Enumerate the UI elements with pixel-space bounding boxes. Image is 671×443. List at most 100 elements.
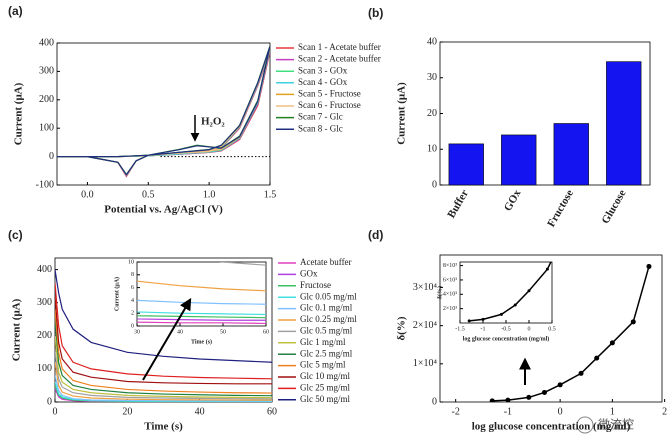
y-tick-label: 0 bbox=[47, 396, 52, 407]
line bbox=[469, 262, 552, 322]
point bbox=[489, 398, 495, 402]
legend-label: Glc 5 mg/ml bbox=[300, 360, 346, 370]
y-axis-label: Current (μA) bbox=[396, 82, 408, 145]
x-tick-label: GOx bbox=[502, 187, 524, 213]
legend-label: Scan 5 - Fructose bbox=[298, 88, 361, 98]
line bbox=[55, 296, 272, 385]
x-tick-label: -0.5 bbox=[501, 326, 511, 332]
y-tick-label: 2×10⁴ bbox=[413, 320, 438, 331]
x-tick-label: -1 bbox=[481, 326, 486, 332]
y-tick-label: 0 bbox=[432, 179, 437, 190]
x-tick-label: 0 bbox=[53, 406, 58, 417]
x-axis-label: Potential vs. Ag/AgCl (V) bbox=[104, 204, 223, 216]
legend-label: Scan 8 - Glc bbox=[298, 123, 343, 133]
panel-label: (a) bbox=[8, 4, 23, 18]
legend-label: Glc 0.05 mg/ml bbox=[300, 291, 357, 301]
x-tick-label: 40 bbox=[177, 329, 183, 335]
series-group bbox=[467, 239, 563, 323]
panel-label: (c) bbox=[8, 228, 23, 242]
y-tick-label: 200 bbox=[37, 330, 52, 341]
y-tick-label: 2 bbox=[131, 311, 134, 317]
point bbox=[557, 382, 563, 388]
panel-label: (b) bbox=[368, 6, 383, 20]
line bbox=[137, 280, 266, 292]
x-tick-label: -1.5 bbox=[455, 326, 465, 332]
bar bbox=[553, 123, 589, 186]
y-tick-label: 100 bbox=[39, 122, 54, 133]
point bbox=[560, 239, 563, 242]
x-tick-label: 0.5 bbox=[142, 189, 155, 200]
y-tick-label: 30 bbox=[427, 72, 437, 83]
legend-label: Glc 2.5 mg/ml bbox=[300, 348, 353, 358]
y-tick-label: 4 bbox=[131, 298, 134, 304]
line bbox=[137, 321, 266, 325]
bar bbox=[606, 61, 642, 186]
y-tick-label: 4×10³ bbox=[443, 292, 457, 298]
line bbox=[137, 318, 266, 321]
trend-arrow bbox=[142, 297, 192, 381]
y-tick-label: 0 bbox=[432, 396, 437, 407]
line bbox=[55, 269, 272, 363]
series-group bbox=[137, 262, 266, 325]
line bbox=[55, 375, 272, 402]
y-tick-label: 6×10³ bbox=[443, 277, 457, 283]
y-tick-label: 6 bbox=[131, 285, 134, 291]
x-axis-label: Time (s) bbox=[144, 421, 183, 433]
watermark-icon bbox=[576, 416, 594, 434]
y-tick-label: 0 bbox=[131, 323, 134, 329]
bar bbox=[448, 143, 484, 186]
x-tick-label: 30 bbox=[134, 329, 140, 335]
y-tick-label: 400 bbox=[37, 264, 52, 275]
inset-frame bbox=[136, 261, 267, 327]
x-axis-label: Time (s) bbox=[191, 338, 212, 345]
y-tick-label: 8×10³ bbox=[443, 263, 457, 269]
line bbox=[55, 352, 272, 400]
x-tick-label: 1.0 bbox=[203, 189, 216, 200]
x-tick-label: -1 bbox=[504, 406, 512, 417]
y-axis-label: Current (μA) bbox=[13, 82, 25, 145]
x-axis-label: log glucose concentration (mg/ml) bbox=[463, 335, 549, 342]
x-tick-label: 20 bbox=[122, 406, 132, 417]
annotation: H₂O₂ bbox=[201, 116, 225, 128]
point bbox=[646, 263, 652, 269]
point bbox=[527, 289, 531, 293]
y-tick-label: 400 bbox=[39, 37, 54, 48]
plot-frame bbox=[56, 42, 271, 186]
legend-label: Glc 25 mg/ml bbox=[300, 382, 350, 392]
y-tick-label: 200 bbox=[39, 94, 54, 105]
point bbox=[545, 267, 549, 271]
y-tick-label: 10 bbox=[427, 144, 437, 155]
point bbox=[513, 303, 517, 307]
legend-label: Fructose bbox=[300, 280, 331, 290]
y-tick-label: 3×10⁴ bbox=[413, 282, 438, 293]
x-tick-label: -2 bbox=[451, 406, 459, 417]
panel-label: (d) bbox=[368, 228, 383, 242]
series-group bbox=[55, 269, 272, 402]
legend-label: GOx bbox=[300, 268, 318, 278]
line bbox=[55, 282, 272, 380]
x-tick-label: 1 bbox=[610, 406, 615, 417]
point bbox=[594, 355, 600, 361]
y-tick-label: 100 bbox=[37, 363, 52, 374]
y-tick-label: 40 bbox=[427, 36, 437, 47]
point bbox=[481, 317, 485, 321]
x-tick-label: Fructose bbox=[545, 188, 576, 230]
line bbox=[55, 309, 272, 394]
legend-label: Scan 4 - GOx bbox=[298, 77, 348, 87]
x-tick-label: Glucose bbox=[600, 188, 629, 226]
y-tick-label: 300 bbox=[39, 66, 54, 77]
legend-label: Glc 1 mg/ml bbox=[300, 337, 346, 347]
legend-label: Glc 0.5 mg/ml bbox=[300, 325, 353, 335]
series-group bbox=[57, 45, 270, 178]
x-tick-label: 1.5 bbox=[264, 189, 277, 200]
point bbox=[505, 397, 511, 402]
y-tick-label: 0 bbox=[49, 151, 54, 162]
x-tick-label: 60 bbox=[263, 329, 269, 335]
x-tick-label: 50 bbox=[220, 329, 226, 335]
legend-label: Scan 6 - Fructose bbox=[298, 100, 361, 110]
x-tick-label: 60 bbox=[267, 406, 277, 417]
legend-label: Glc 0.25 mg/ml bbox=[300, 314, 357, 324]
line bbox=[137, 315, 266, 319]
line bbox=[492, 266, 650, 402]
